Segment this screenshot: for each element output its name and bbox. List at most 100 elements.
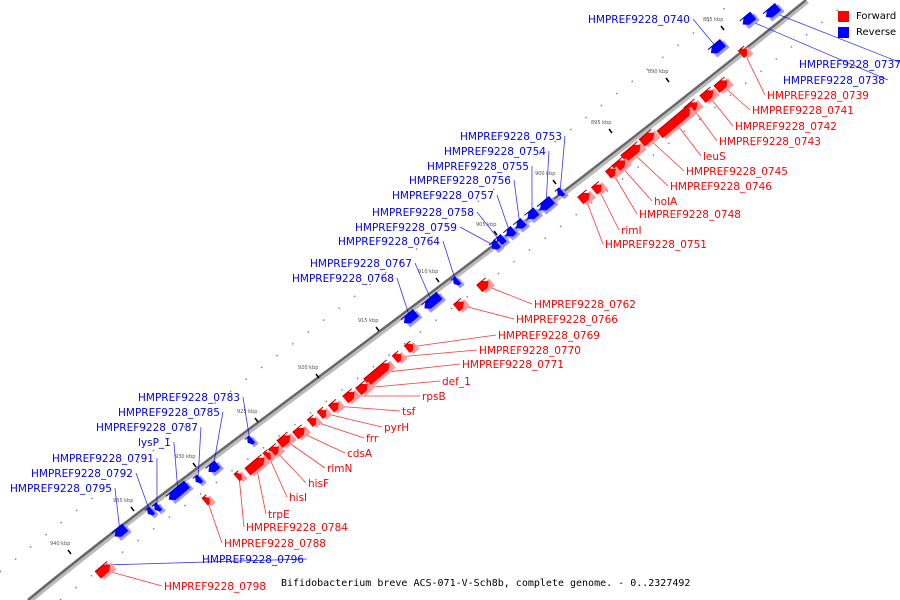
gene-hmpref9228-0767[interactable] xyxy=(421,291,447,314)
gene-hmpref9228-0759[interactable] xyxy=(488,239,505,255)
gene-hmpref9228-0757[interactable] xyxy=(502,225,521,242)
gene-hmpref9228-0766[interactable] xyxy=(452,297,471,314)
gene-label-hmpref9228-0784[interactable]: HMPREF9228_0784 xyxy=(246,522,348,534)
gene-label-hmpref9228-0756[interactable]: HMPREF9228_0756 xyxy=(409,175,511,187)
gene-label-hmpref9228-0771[interactable]: HMPREF9228_0771 xyxy=(462,359,564,371)
gene-hisi[interactable] xyxy=(262,448,277,462)
gene-edge xyxy=(292,424,303,433)
gene-hmpref9228-0738[interactable] xyxy=(739,11,760,30)
gene-hmpref9228-0792[interactable] xyxy=(144,505,159,519)
gene-hmpref9228-0740[interactable] xyxy=(707,38,730,59)
gene-hmpref9228-0769[interactable] xyxy=(403,340,420,356)
gene-label-hmpref9228-0753[interactable]: HMPREF9228_0753 xyxy=(460,131,562,143)
gene-label-hmpref9228-0738[interactable]: HMPREF9228_0738 xyxy=(783,75,885,87)
gene-label-hmpref9228-0769[interactable]: HMPREF9228_0769 xyxy=(498,330,600,342)
gene-label-hmpref9228-0748[interactable]: HMPREF9228_0748 xyxy=(639,209,741,221)
gene-label-hmpref9228-0755[interactable]: HMPREF9228_0755 xyxy=(427,161,529,173)
gene-label-cdsa[interactable]: cdsA xyxy=(347,448,373,460)
gene-hisf[interactable] xyxy=(267,442,286,459)
gene-hmpref9228-0753[interactable] xyxy=(554,186,569,200)
gene-hmpref9228-0755[interactable] xyxy=(524,206,543,224)
gene-label-hmpref9228-0770[interactable]: HMPREF9228_0770 xyxy=(479,345,581,357)
gene-leus[interactable] xyxy=(656,104,697,140)
gene-hmpref9228-0798[interactable] xyxy=(94,560,117,581)
gene-label-hmpref9228-0798[interactable]: HMPREF9228_0798 xyxy=(164,581,266,593)
gene-label-hmpref9228-0741[interactable]: HMPREF9228_0741 xyxy=(752,105,854,117)
gene-rpsb[interactable] xyxy=(342,387,361,405)
gene-label-hmpref9228-0788[interactable]: HMPREF9228_0788 xyxy=(224,538,326,550)
gene-label-def-1[interactable]: def_1 xyxy=(442,376,471,388)
gene-label-hisi[interactable]: hisI xyxy=(289,492,307,504)
gene-hmpref9228-0751[interactable] xyxy=(577,188,596,206)
gene-label-hmpref9228-0742[interactable]: HMPREF9228_0742 xyxy=(735,121,837,133)
gene-label-hola[interactable]: holA xyxy=(654,196,678,208)
gene-hmpref9228-0770[interactable] xyxy=(391,350,408,366)
gene-label-trpe[interactable]: trpE xyxy=(268,509,290,521)
kbp-tick-label: 915 kbp xyxy=(358,318,378,324)
gene-hmpref9228-0739[interactable] xyxy=(737,45,754,61)
gene-hmpref9228-0756[interactable] xyxy=(512,217,531,234)
gene-hmpref9228-0745[interactable] xyxy=(638,128,661,149)
gene-hmpref9228-0762[interactable] xyxy=(476,276,495,294)
gene-label-hmpref9228-0746[interactable]: HMPREF9228_0746 xyxy=(670,181,772,193)
gene-label-leus[interactable]: leuS xyxy=(703,151,726,163)
gene-trpe[interactable] xyxy=(244,453,271,478)
gene-cdsa[interactable] xyxy=(292,423,311,441)
gene-label-hmpref9228-0737[interactable]: HMPREF9228_0737 xyxy=(799,59,900,71)
gene-label-hmpref9228-0792[interactable]: HMPREF9228_0792 xyxy=(31,468,133,480)
gene-hmpref9228-0771[interactable] xyxy=(363,359,396,389)
gene-label-hmpref9228-0785[interactable]: HMPREF9228_0785 xyxy=(118,407,220,419)
gene-label-pyrh[interactable]: pyrH xyxy=(384,422,409,434)
gene-label-hmpref9228-0791[interactable]: HMPREF9228_0791 xyxy=(52,453,154,465)
gene-hmpref9228-0787[interactable] xyxy=(192,473,207,487)
gene-hmpref9228-0783[interactable] xyxy=(244,434,259,448)
gene-label-rpsb[interactable]: rpsB xyxy=(422,391,446,403)
gene-hmpref9228-0742[interactable] xyxy=(699,86,720,105)
gene-label-hmpref9228-0762[interactable]: HMPREF9228_0762 xyxy=(534,299,636,311)
gene-hmpref9228-0785[interactable] xyxy=(205,459,224,477)
gene-label-hmpref9228-0757[interactable]: HMPREF9228_0757 xyxy=(392,190,494,202)
gene-hmpref9228-0737[interactable] xyxy=(762,2,785,23)
gene-label-hisf[interactable]: hisF xyxy=(308,478,329,490)
gene-tsf[interactable] xyxy=(327,398,346,415)
gene-label-rimi[interactable]: rimI xyxy=(621,225,642,237)
gene-frr[interactable] xyxy=(306,414,323,430)
gene-hmpref9228-0795[interactable] xyxy=(111,523,132,542)
gene-hmpref9228-0748[interactable] xyxy=(604,164,623,181)
gene-label-rlmn[interactable]: rlmN xyxy=(327,463,352,475)
gene-leader-line xyxy=(496,194,511,234)
gene-label-hmpref9228-0740[interactable]: HMPREF9228_0740 xyxy=(588,14,690,26)
gene-label-hmpref9228-0754[interactable]: HMPREF9228_0754 xyxy=(444,146,546,158)
gene-hmpref9228-0768[interactable] xyxy=(400,308,423,329)
gene-label-frr[interactable]: frr xyxy=(366,433,379,445)
gene-def-1[interactable] xyxy=(355,379,374,397)
gene-rlmn[interactable] xyxy=(276,431,297,450)
gene-label-hmpref9228-0743[interactable]: HMPREF9228_0743 xyxy=(719,136,821,148)
gene-label-hmpref9228-0783[interactable]: HMPREF9228_0783 xyxy=(138,392,240,404)
gene-label-lysp-1[interactable]: lysP_1 xyxy=(138,437,171,449)
gene-label-hmpref9228-0796[interactable]: HMPREF9228_0796 xyxy=(202,554,304,566)
gene-label-hmpref9228-0766[interactable]: HMPREF9228_0766 xyxy=(516,314,618,326)
gene-label-hmpref9228-0758[interactable]: HMPREF9228_0758 xyxy=(372,207,474,219)
gene-label-hmpref9228-0787[interactable]: HMPREF9228_0787 xyxy=(96,422,198,434)
gene-label-hmpref9228-0795[interactable]: HMPREF9228_0795 xyxy=(10,483,112,495)
gene-label-hmpref9228-0759[interactable]: HMPREF9228_0759 xyxy=(355,222,457,234)
gene-label-hmpref9228-0768[interactable]: HMPREF9228_0768 xyxy=(292,273,394,285)
gene-label-hmpref9228-0739[interactable]: HMPREF9228_0739 xyxy=(767,90,869,102)
gene-rimi[interactable] xyxy=(590,180,609,197)
gene-hmpref9228-0784[interactable] xyxy=(233,469,248,483)
gene-lysp-1[interactable] xyxy=(165,480,194,506)
gene-label-hmpref9228-0764[interactable]: HMPREF9228_0764 xyxy=(338,236,440,248)
gene-label-hmpref9228-0751[interactable]: HMPREF9228_0751 xyxy=(605,239,707,251)
gene-hmpref9228-0788[interactable] xyxy=(201,493,216,507)
gene-label-hmpref9228-0745[interactable]: HMPREF9228_0745 xyxy=(686,166,788,178)
gene-pyrh[interactable] xyxy=(316,406,333,422)
gene-hmpref9228-0764[interactable] xyxy=(450,275,465,289)
gene-hmpref9228-0741[interactable] xyxy=(713,76,734,95)
gene-hmpref9228-0754[interactable] xyxy=(536,195,559,216)
gene-label-hmpref9228-0767[interactable]: HMPREF9228_0767 xyxy=(310,258,412,270)
gene-hmpref9228-0746[interactable] xyxy=(620,140,647,165)
gene-label-tsf[interactable]: tsf xyxy=(402,406,416,418)
gene-edge xyxy=(306,414,314,421)
gene-hmpref9228-0791[interactable] xyxy=(151,501,166,515)
